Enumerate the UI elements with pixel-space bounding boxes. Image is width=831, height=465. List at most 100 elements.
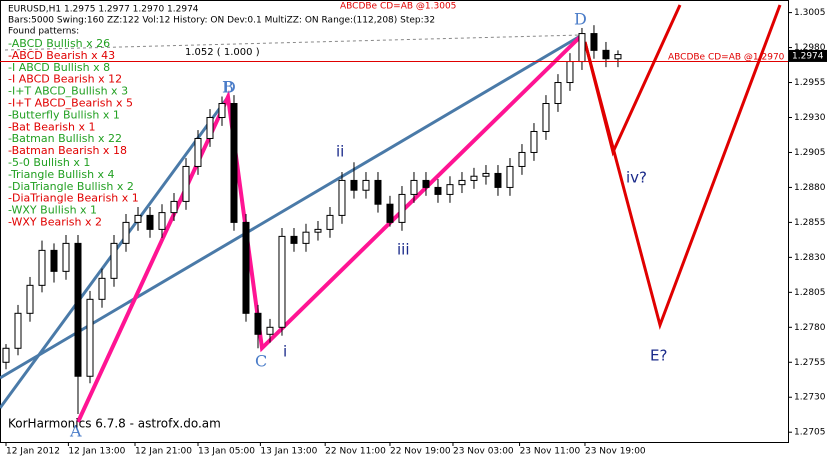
projection-line [583, 4, 782, 330]
candle-body [542, 103, 550, 132]
ratio-text: 1.052 ( 1.000 ) [185, 47, 260, 58]
x-tick-label: 12 Jan 21:00 [135, 447, 192, 457]
candle-body [398, 193, 406, 223]
plot-frame [0, 0, 789, 443]
y-tick-label: 1.2980 [794, 43, 826, 53]
pattern-item: -I ABCD Bullish x 8 [8, 61, 110, 74]
pattern-item: -I+T ABCD_Bearish x 5 [8, 97, 133, 110]
candle-body [98, 277, 106, 300]
pattern-item: -ABCD Bearish x 43 [8, 49, 115, 62]
candle-body [290, 235, 298, 244]
candle-body [494, 172, 502, 188]
x-tick-label: 13 Jan 05:00 [198, 447, 255, 457]
candle-body [278, 235, 286, 328]
x-tick-label: 23 Nov 03:00 [453, 447, 514, 457]
candle-body [2, 347, 10, 363]
candle-body [386, 203, 394, 223]
candle-body [302, 231, 310, 244]
candle-body [530, 130, 538, 153]
wave-label: iv? [626, 169, 647, 187]
pattern-item: -DiaTriangle Bullish x 2 [8, 180, 134, 193]
candle-body [182, 165, 190, 202]
y-tick-label: 1.2855 [794, 218, 826, 228]
y-tick-label: 1.2955 [794, 78, 826, 88]
candle-body [350, 179, 358, 191]
header-line: EURUSD,H1 1.2975 1.2977 1.2970 1.2974 [8, 5, 199, 15]
target-label: ABCDBe CD=AB @1.2970 [668, 53, 785, 63]
wave-label: E? [650, 347, 667, 365]
y-tick-label: 1.2905 [794, 148, 826, 158]
pattern-item: -Triangle Bullish x 4 [8, 168, 115, 181]
y-tick-label: 1.2930 [794, 113, 826, 123]
point-label: B [222, 78, 234, 97]
blue-line [0, 33, 583, 380]
x-tick-label: 22 Nov 11:00 [325, 447, 386, 457]
candle-body [362, 179, 370, 191]
y-tick-label: 1.2755 [794, 358, 826, 368]
header-line: Found patterns: [8, 27, 79, 37]
candle-body [446, 184, 454, 195]
candle-body [614, 54, 622, 60]
point-label: D [574, 10, 587, 29]
candle-body [134, 214, 142, 223]
candle-body [578, 33, 586, 63]
x-tick-label: 22 Nov 19:00 [390, 447, 451, 457]
x-tick-label: 12 Jan 13:00 [68, 447, 125, 457]
candle-body [50, 249, 58, 272]
candle-body [170, 200, 178, 214]
pattern-item: -Bat Bearish x 1 [8, 120, 96, 133]
y-tick-label: 1.2730 [794, 393, 826, 403]
candle-body [374, 179, 382, 205]
candle-body [326, 214, 334, 230]
candle-body [458, 179, 466, 186]
y-tick-label: 1.2780 [794, 323, 826, 333]
y-tick-label: 1.3005 [794, 8, 826, 18]
candle-body [566, 61, 574, 84]
candle-body [482, 172, 490, 177]
candle-body [506, 165, 514, 188]
wave-label: ii [336, 143, 344, 161]
pattern-item: -I ABCD Bearish x 12 [8, 73, 122, 86]
candle-body [242, 221, 250, 314]
candle-body [590, 33, 598, 51]
wave-label: i [283, 343, 287, 361]
x-tick-label: 12 Jan 2012 [6, 447, 60, 457]
candle-body [314, 228, 322, 233]
pattern-item: -DiaTriangle Bearish x 1 [8, 192, 139, 205]
pattern-item: -WXY Bearish x 2 [8, 216, 102, 229]
top-note: ABCDBe CD=AB @1.3005 [340, 2, 456, 12]
candle-body [410, 179, 418, 195]
point-label: D [223, 78, 236, 97]
y-tick-label: 1.2880 [794, 183, 826, 193]
candle-body [14, 312, 22, 349]
x-tick-label: 23 Nov 19:00 [585, 447, 646, 457]
price-label: 1.2974 [792, 51, 824, 61]
candle-body [62, 242, 70, 272]
candle-body [266, 326, 274, 335]
candle-body [518, 151, 526, 167]
pattern-item: -Batman Bearish x 18 [8, 144, 127, 157]
candle-body [554, 82, 562, 105]
header-line: Bars:5000 Swing:160 ZZ:122 Vol:12 Histor… [8, 16, 435, 26]
y-tick-label: 1.2805 [794, 288, 826, 298]
pattern-item: -Batman Bullish x 22 [8, 132, 122, 145]
candle-body [254, 312, 262, 335]
candle-body [194, 137, 202, 167]
candle-body [206, 116, 214, 139]
candle-body [122, 221, 130, 244]
y-tick-label: 1.2830 [794, 253, 826, 263]
candle-body [158, 212, 166, 230]
x-tick-label: 23 Nov 11:00 [520, 447, 581, 457]
candle-body [86, 298, 94, 377]
point-label: C [255, 352, 267, 371]
candle-body [602, 49, 610, 60]
candle-body [422, 179, 430, 188]
pattern-item: -WXY Bullish x 1 [8, 204, 97, 217]
candle-body [470, 175, 478, 181]
candle-body [338, 179, 346, 216]
candle-body [146, 214, 154, 230]
footer: KorHarmonics 6.7.8 - astrofx.do.am [8, 417, 221, 431]
point-label: A [69, 422, 82, 441]
pattern-item: -Butterfly Bullish x 1 [8, 108, 120, 121]
